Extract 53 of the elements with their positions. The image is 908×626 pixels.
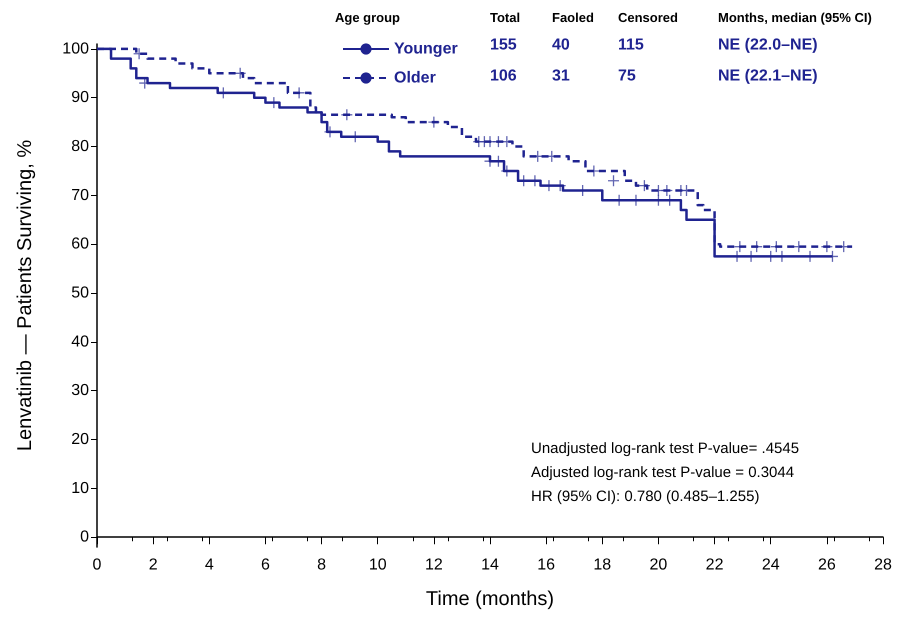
y-tick-label: 20 — [71, 431, 90, 448]
x-tick-label: 26 — [818, 556, 836, 574]
x-tick-label: 18 — [593, 556, 612, 574]
x-tick-label: 28 — [874, 556, 892, 574]
x-tick-label: 8 — [317, 556, 326, 574]
x-tick-label: 6 — [260, 556, 270, 574]
y-tick-label: 70 — [71, 186, 90, 204]
annotation: 106 — [490, 68, 517, 84]
annotation: 75 — [618, 68, 636, 84]
x-tick-label: 20 — [650, 556, 668, 574]
x-tick-label: 16 — [537, 556, 556, 574]
x-tick-label: 14 — [481, 556, 499, 574]
annotation: 40 — [552, 36, 570, 54]
x-axis-title: Time (months) — [426, 588, 554, 610]
y-tick-label: 50 — [71, 284, 90, 302]
annotation: NE (22.0–NE) — [718, 36, 818, 54]
text: Censored — [618, 10, 678, 25]
x-tick-label: 10 — [368, 556, 387, 574]
text: Faoled — [552, 10, 594, 25]
legend-label: Younger — [394, 40, 458, 58]
y-tick-label: 0 — [80, 528, 90, 546]
text: Total — [490, 10, 520, 25]
x-tick-label: 24 — [762, 556, 780, 574]
y-tick-label: 90 — [71, 89, 90, 106]
annotation: 115 — [618, 36, 644, 54]
annotation: 31 — [552, 68, 570, 84]
point — [638, 179, 651, 192]
y-tick-label: 10 — [71, 480, 90, 497]
x-tick-label: 22 — [706, 556, 724, 574]
y-tick-label: 60 — [71, 236, 90, 253]
annotation: NE (22.1–NE) — [718, 68, 818, 84]
annotation: HR (95% CI): 0.780 (0.485–1.255) — [531, 488, 760, 505]
point — [234, 67, 246, 80]
point — [660, 184, 673, 197]
annotation: Adjusted log-rank test P-value = 0.3044 — [531, 464, 794, 481]
x-tick-label: 12 — [424, 556, 443, 574]
y-tick-label: 80 — [71, 138, 90, 156]
point — [607, 174, 620, 187]
x-tick-label: 0 — [92, 556, 102, 574]
y-tick-label: 100 — [62, 40, 90, 58]
point — [428, 116, 440, 128]
x-tick-label: 4 — [204, 556, 214, 574]
annotation: 155 — [490, 36, 517, 54]
y-axis-title: Lenvatinib — Patients Surviving, % — [14, 140, 36, 452]
point — [820, 240, 834, 253]
legend-title: Age group — [335, 10, 400, 25]
y-tick-label: 30 — [71, 382, 90, 400]
y-tick-label: 40 — [71, 333, 90, 350]
annotation: Unadjusted log-rank test P-value= .4545 — [531, 440, 800, 457]
x-tick-label: 2 — [148, 556, 158, 574]
legend-label: Older — [394, 70, 436, 86]
text: Months, median (95% CI) — [718, 10, 872, 25]
point — [340, 108, 353, 121]
